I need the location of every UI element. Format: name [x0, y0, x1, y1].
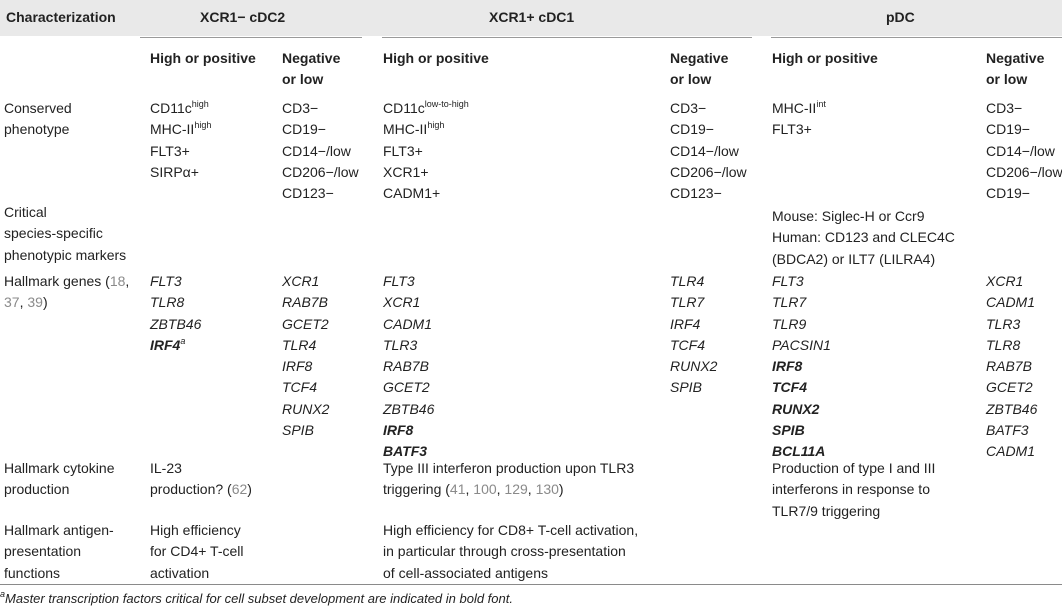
cdc1-antigen: High efficiency for CD8+ T-cell activati…: [383, 522, 639, 581]
pdc-cytokine: Production of type I and III interferons…: [772, 460, 936, 519]
subheader-pdc-neg-1: Negative: [986, 50, 1045, 66]
ref-link[interactable]: 37: [4, 294, 20, 311]
cdc2-cytokine: IL-23 production? (62): [150, 460, 252, 498]
cdc1-high-genes: FLT3 XCR1 CADM1 TLR3 RAB7B GCET2 ZBTB46 …: [383, 273, 435, 460]
ref-link[interactable]: 129: [504, 481, 528, 498]
cdc2-high-conserved: CD11chigh MHC-IIhigh FLT3+ SIRPα+: [150, 99, 212, 180]
header-cdc2: XCR1− cDC2: [200, 9, 286, 25]
cdc2-high-genes: FLT3 TLR8 ZBTB46 IRF4a: [150, 273, 202, 353]
pdc-high-genes: FLT3 TLR7 TLR9 PACSIN1 IRF8 TCF4 RUNX2 S…: [772, 273, 831, 460]
cdc1-neg-conserved: CD3− CD19− CD14−/low CD206−/low CD123−: [670, 100, 747, 202]
cdc2-neg-genes: XCR1 RAB7B GCET2 TLR4 IRF8 TCF4 RUNX2 SP…: [282, 273, 330, 439]
ref-link[interactable]: 41: [449, 481, 466, 498]
row-label-conserved: Conserved phenotype: [4, 100, 72, 138]
cdc2-antigen: High efficiency for CD4+ T-cell activati…: [150, 522, 244, 581]
ref-link[interactable]: 130: [535, 481, 559, 498]
cdc2-neg-conserved: CD3− CD19− CD14−/low CD206−/low CD123−: [282, 100, 359, 202]
ref-link[interactable]: 62: [231, 481, 248, 498]
cdc1-neg-genes: TLR4 TLR7 IRF4 TCF4 RUNX2 SPIB: [670, 273, 718, 396]
subheader-cdc2-high: High or positive: [150, 50, 256, 66]
subheader-cdc1-neg-2: or low: [670, 71, 712, 87]
pdc-neg-genes: XCR1 CADM1 TLR3 TLR8 RAB7B GCET2 ZBTB46 …: [986, 273, 1038, 460]
subheader-cdc1-high: High or positive: [383, 50, 489, 66]
subheader-pdc-high: High or positive: [772, 50, 878, 66]
footnote: aMaster transcription factors critical f…: [0, 589, 513, 607]
row-label-cytokine: Hallmark cytokine production: [4, 460, 115, 498]
subheader-cdc1-neg-1: Negative: [670, 50, 729, 66]
header-pdc: pDC: [886, 9, 915, 25]
row-label-antigen: Hallmark antigen- presentation functions: [4, 522, 114, 581]
row-label-genes: Hallmark genes (18, 37, 39): [4, 273, 130, 311]
rule-cdc2: [140, 37, 362, 38]
header-background: [0, 0, 1062, 36]
cdc1-high-conserved: CD11clow-to-high MHC-IIhigh FLT3+ XCR1+ …: [383, 99, 469, 202]
rule-cdc1: [382, 37, 752, 38]
rule-pdc: [771, 37, 1062, 38]
pdc-species-markers: Mouse: Siglec-H or Ccr9 Human: CD123 and…: [772, 208, 955, 267]
subheader-cdc2-neg-1: Negative: [282, 50, 341, 66]
pdc-neg-conserved: CD3− CD19− CD14−/low CD206−/low CD19−: [986, 100, 1062, 202]
header-cdc1: XCR1+ cDC1: [489, 9, 575, 25]
subheader-cdc2-neg-2: or low: [282, 71, 324, 87]
header-characterization: Characterization: [6, 9, 116, 25]
table-bottom-rule: [0, 584, 1062, 585]
row-label-species: Critical species-specific phenotypic mar…: [4, 204, 127, 263]
cdc1-cytokine: Type III interferon production upon TLR3…: [383, 460, 635, 498]
ref-link[interactable]: 39: [27, 294, 43, 311]
subheader-pdc-neg-2: or low: [986, 71, 1028, 87]
pdc-high-conserved: MHC-IIint FLT3+: [772, 99, 826, 138]
ref-link[interactable]: 18: [109, 273, 126, 289]
ref-link[interactable]: 100: [473, 481, 497, 498]
